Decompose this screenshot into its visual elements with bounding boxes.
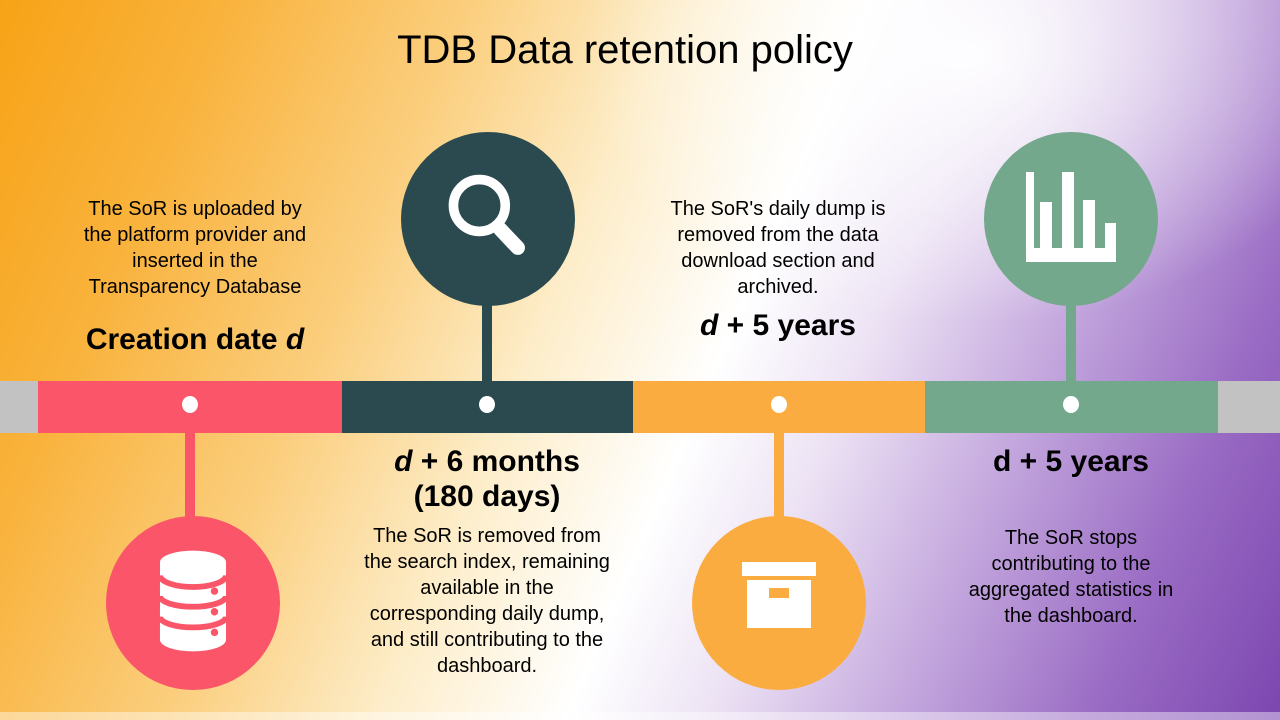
page-title: TDB Data retention policy <box>397 28 853 72</box>
creation-bubble <box>106 516 280 690</box>
creation-heading: Creation date d <box>30 322 360 357</box>
connector-archive <box>774 405 784 520</box>
creation-description: The SoR is uploaded by the platform prov… <box>83 198 307 298</box>
milestone-dot-six-months <box>479 396 495 413</box>
archive-heading: d + 5 years <box>613 308 943 343</box>
search-icon <box>440 169 536 270</box>
timeline-left-cap <box>0 381 38 433</box>
milestone-dot-stats <box>1063 396 1079 413</box>
six-months-heading: d + 6 months (180 days) <box>322 444 652 514</box>
creation-heading-text: Creation date <box>85 323 286 356</box>
creation-heading-d: d <box>285 323 305 356</box>
six-months-heading-d: d <box>394 445 413 478</box>
bottom-highlight-strip <box>0 712 1280 720</box>
timeline-right-cap <box>1218 381 1280 433</box>
bar-chart-icon <box>1026 171 1116 267</box>
archive-description: The SoR's daily dump is removed from the… <box>670 198 886 298</box>
archive-bubble <box>692 516 866 690</box>
six-months-heading-line2: (180 days) <box>413 480 561 513</box>
stats-description: The SoR stops contributing to the aggreg… <box>968 527 1174 627</box>
six-months-heading-text: + 6 months <box>412 445 580 478</box>
milestone-dot-creation <box>182 396 198 413</box>
stats-heading: d + 5 years <box>993 445 1149 478</box>
six-months-description: The SoR is removed from the search index… <box>364 525 610 677</box>
archive-heading-d: d <box>700 309 719 342</box>
connector-creation <box>185 405 195 520</box>
connector-six-months <box>482 303 492 383</box>
stats-bubble <box>984 132 1158 306</box>
database-icon <box>153 549 233 658</box>
archive-heading-text: + 5 years <box>718 309 856 342</box>
milestone-dot-archive <box>771 396 787 413</box>
six-months-bubble <box>401 132 575 306</box>
archive-box-icon <box>729 560 829 647</box>
connector-stats <box>1066 303 1076 383</box>
